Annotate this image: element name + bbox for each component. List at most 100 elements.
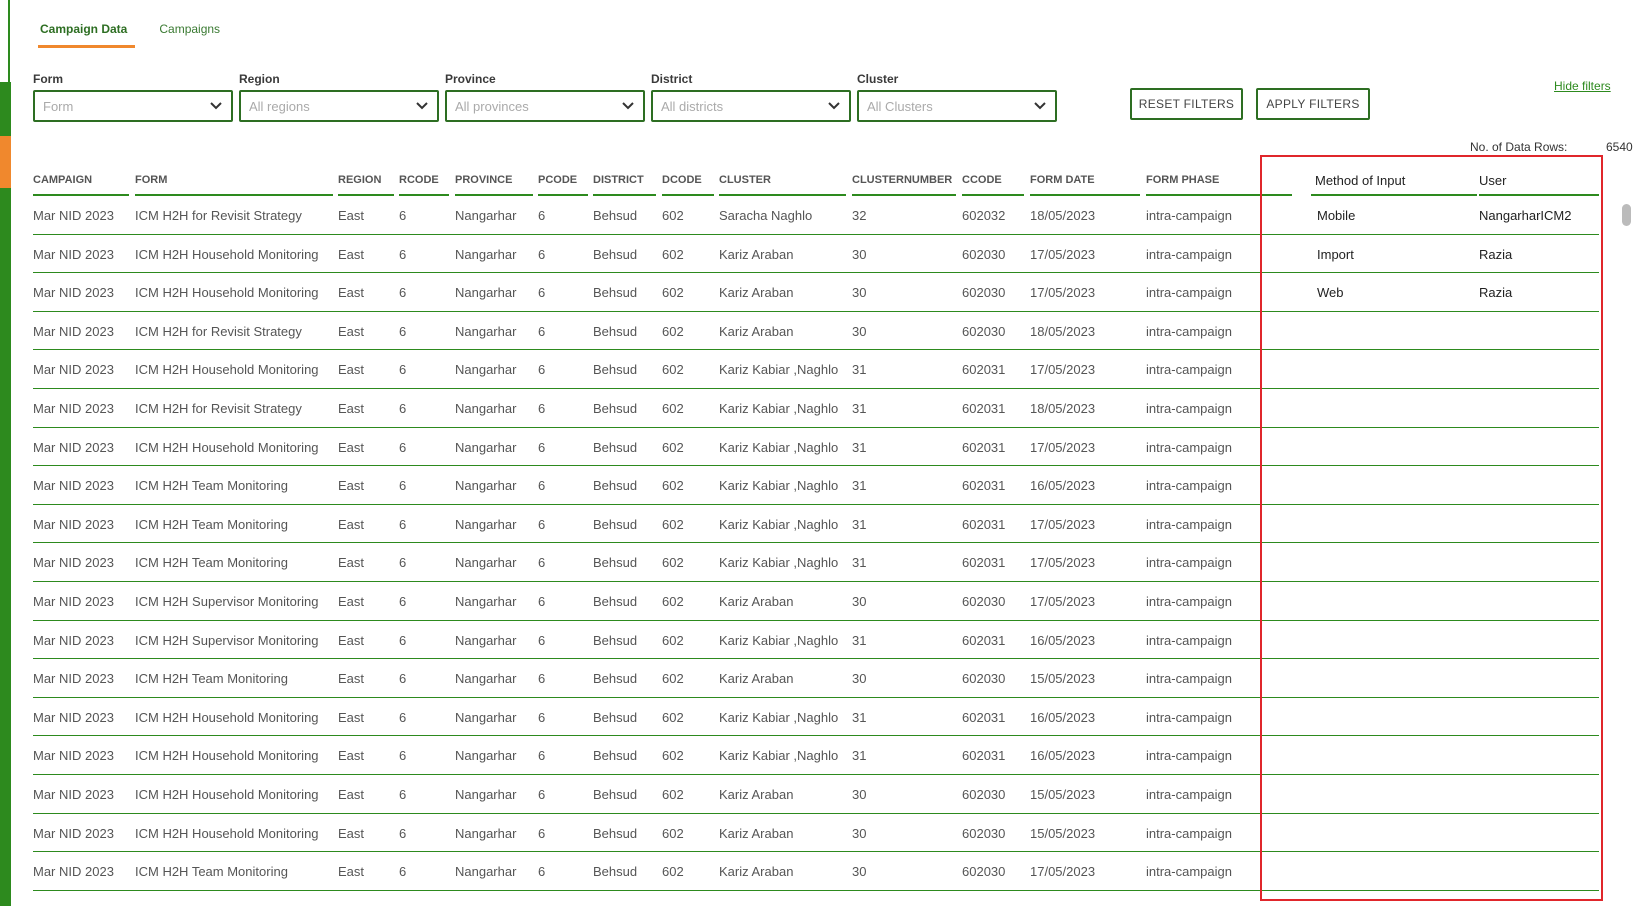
cell-pcode: 6 (538, 323, 546, 339)
select-value: All provinces (455, 98, 529, 114)
cell-ccode: 602031 (962, 478, 1006, 494)
cluster-select[interactable]: All Clusters (857, 90, 1057, 122)
district-select[interactable]: All districts (651, 90, 851, 122)
cell-campaign: Mar NID 2023 (33, 864, 114, 880)
column-header-province[interactable]: PROVINCE (455, 160, 533, 196)
column-header-ccode[interactable]: CCODE (962, 160, 1024, 196)
row-divider (33, 889, 1599, 891)
highlight-box (1260, 155, 1603, 901)
cell-form: ICM H2H Supervisor Monitoring (135, 632, 319, 648)
cell-cluster: Kariz Araban (719, 787, 794, 802)
cell-rcode: 6 (399, 709, 407, 725)
cell-dcode: 602 (662, 864, 684, 880)
cell-ccode: 602030 (962, 671, 1006, 687)
cell-cluster: Saracha Naghlo (719, 208, 813, 223)
cell-form: ICM H2H Team Monitoring (135, 864, 288, 880)
chevron-down-icon (828, 102, 840, 110)
cell-province: Nangarhar (455, 594, 517, 609)
region-select[interactable]: All regions (239, 90, 439, 122)
cell-form: ICM H2H Household Monitoring (135, 362, 319, 378)
cell-region: East (338, 864, 365, 880)
cell-form-phase: intra-campaign (1146, 748, 1232, 764)
cell-district: Behsud (593, 208, 638, 223)
cell-form-date: 17/05/2023 (1030, 246, 1096, 262)
cell-province: Nangarhar (455, 632, 517, 648)
cell-form-phase: intra-campaign (1146, 594, 1232, 609)
cell-dcode: 602 (662, 516, 684, 532)
cell-clusternumber: 30 (852, 671, 867, 687)
row-divider (33, 774, 1599, 775)
row-divider (33, 696, 1599, 698)
column-header-form-phase[interactable]: FORM PHASE (1146, 160, 1292, 196)
select-value: Form (43, 98, 74, 114)
cell-rcode: 6 (399, 555, 407, 571)
province-select[interactable]: All provinces (445, 90, 645, 122)
cell-province: Nangarhar (455, 709, 517, 725)
cell-province: Nangarhar (455, 825, 517, 841)
filter-label: Cluster (857, 72, 899, 86)
cell-cluster: Kariz Araban (719, 323, 794, 339)
column-header-rcode[interactable]: RCODE (399, 160, 449, 196)
cell-clusternumber: 30 (852, 825, 867, 841)
cell-rcode: 6 (399, 671, 407, 687)
apply-filters-button[interactable]: APPLY FILTERS (1256, 88, 1370, 120)
column-header-campaign[interactable]: CAMPAIGN (33, 160, 129, 196)
row-divider (33, 426, 1599, 428)
filter-label: District (651, 72, 693, 86)
hide-filters-link[interactable]: Hide filters (1554, 79, 1611, 93)
cell-ccode: 602030 (962, 285, 1006, 301)
cell-pcode: 6 (538, 246, 546, 262)
cell-ccode: 602032 (962, 208, 1006, 223)
cell-pcode: 6 (538, 478, 546, 494)
cell-dcode: 602 (662, 362, 684, 378)
cell-ccode: 602030 (962, 594, 1006, 609)
cell-dcode: 602 (662, 748, 684, 764)
row-divider (33, 465, 1599, 467)
cell-form-phase: intra-campaign (1146, 516, 1232, 532)
cell-rcode: 6 (399, 323, 407, 339)
cell-user: Razia (1479, 246, 1513, 262)
column-header-form-date[interactable]: FORM DATE (1030, 160, 1140, 196)
scrollbar-thumb[interactable] (1622, 204, 1631, 226)
cell-rcode: 6 (399, 787, 407, 802)
cell-clusternumber: 31 (852, 478, 867, 494)
cell-dcode: 602 (662, 478, 684, 494)
select-value: All regions (249, 98, 310, 114)
cell-clusternumber: 30 (852, 787, 867, 802)
cell-region: East (338, 555, 365, 571)
cell-form-date: 17/05/2023 (1030, 864, 1096, 880)
cell-province: Nangarhar (455, 362, 517, 378)
reset-filters-button[interactable]: RESET FILTERS (1130, 88, 1243, 120)
tab-campaigns[interactable]: Campaigns (159, 22, 221, 36)
cell-clusternumber: 30 (852, 285, 867, 301)
cell-form-phase: intra-campaign (1146, 401, 1232, 416)
column-header-region[interactable]: REGION (338, 160, 394, 196)
row-divider (33, 272, 1599, 274)
cell-region: East (338, 516, 365, 532)
cell-campaign: Mar NID 2023 (33, 671, 114, 687)
cell-clusternumber: 30 (852, 246, 867, 262)
cell-region: East (338, 362, 365, 378)
cell-pcode: 6 (538, 439, 546, 455)
cell-cluster: Kariz Kabiar ,Naghlo (719, 439, 839, 455)
cell-region: East (338, 285, 365, 301)
column-header-form[interactable]: FORM (135, 160, 333, 196)
cell-region: East (338, 748, 365, 764)
cell-form-date: 15/05/2023 (1030, 825, 1096, 841)
cell-cluster: Kariz Araban (719, 825, 794, 841)
column-header-pcode[interactable]: PCODE (538, 160, 588, 196)
cell-cluster: Kariz Araban (719, 594, 794, 609)
filter-label: Province (445, 72, 496, 86)
cell-campaign: Mar NID 2023 (33, 285, 114, 301)
cell-pcode: 6 (538, 362, 546, 378)
column-header-clusternumber[interactable]: CLUSTERNUMBER (852, 160, 956, 196)
tab-campaign-data[interactable]: Campaign Data (37, 0, 136, 48)
column-header-user[interactable]: User (1479, 160, 1599, 196)
column-header-method-of-input[interactable]: Method of Input (1311, 160, 1477, 196)
cell-province: Nangarhar (455, 401, 517, 416)
column-header-district[interactable]: DISTRICT (593, 160, 656, 196)
column-header-dcode[interactable]: DCODE (662, 160, 714, 196)
column-header-cluster[interactable]: CLUSTER (719, 160, 846, 196)
form-select[interactable]: Form (33, 90, 233, 122)
cell-district: Behsud (593, 632, 638, 648)
